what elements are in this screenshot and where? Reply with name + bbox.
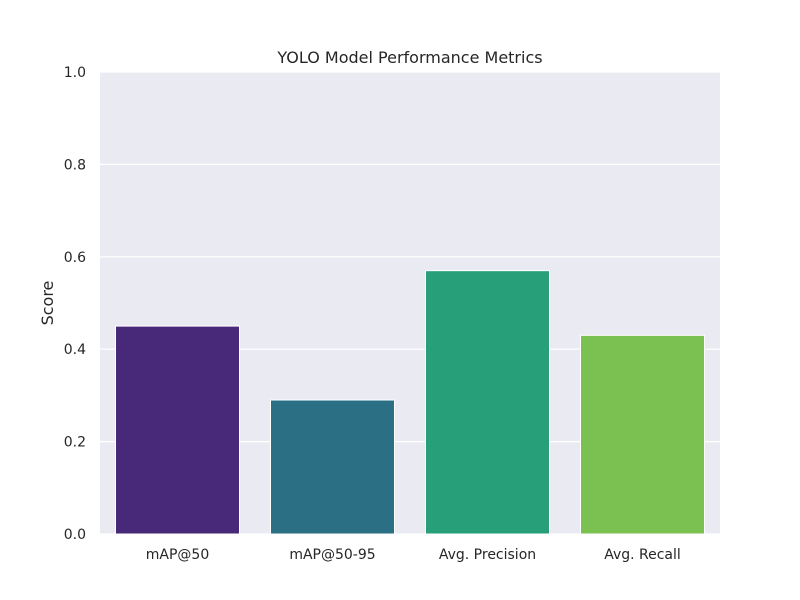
x-tick-label-3: Avg. Recall <box>604 547 681 563</box>
y-tick-labels: 0.0 0.2 0.4 0.6 0.8 1.0 <box>64 65 86 543</box>
x-tick-labels: mAP@50 mAP@50-95 Avg. Precision Avg. Recall <box>146 547 681 563</box>
x-tick-label-1: mAP@50-95 <box>289 547 375 563</box>
bars <box>115 270 705 535</box>
y-tick-label-4: 0.8 <box>64 157 86 173</box>
bar-1 <box>270 399 395 535</box>
chart-title: YOLO Model Performance Metrics <box>276 48 542 67</box>
y-tick-label-0: 0.0 <box>64 527 86 543</box>
bar-0 <box>115 325 240 535</box>
bar-3 <box>580 334 705 535</box>
x-tick-label-2: Avg. Precision <box>439 547 536 563</box>
y-axis-label: Score <box>38 281 57 326</box>
x-tick-label-0: mAP@50 <box>146 547 209 563</box>
bar-2 <box>425 270 550 535</box>
y-tick-label-5: 1.0 <box>64 65 86 81</box>
y-tick-label-1: 0.2 <box>64 435 86 451</box>
y-tick-label-2: 0.4 <box>64 342 86 358</box>
y-tick-label-3: 0.6 <box>64 250 86 266</box>
